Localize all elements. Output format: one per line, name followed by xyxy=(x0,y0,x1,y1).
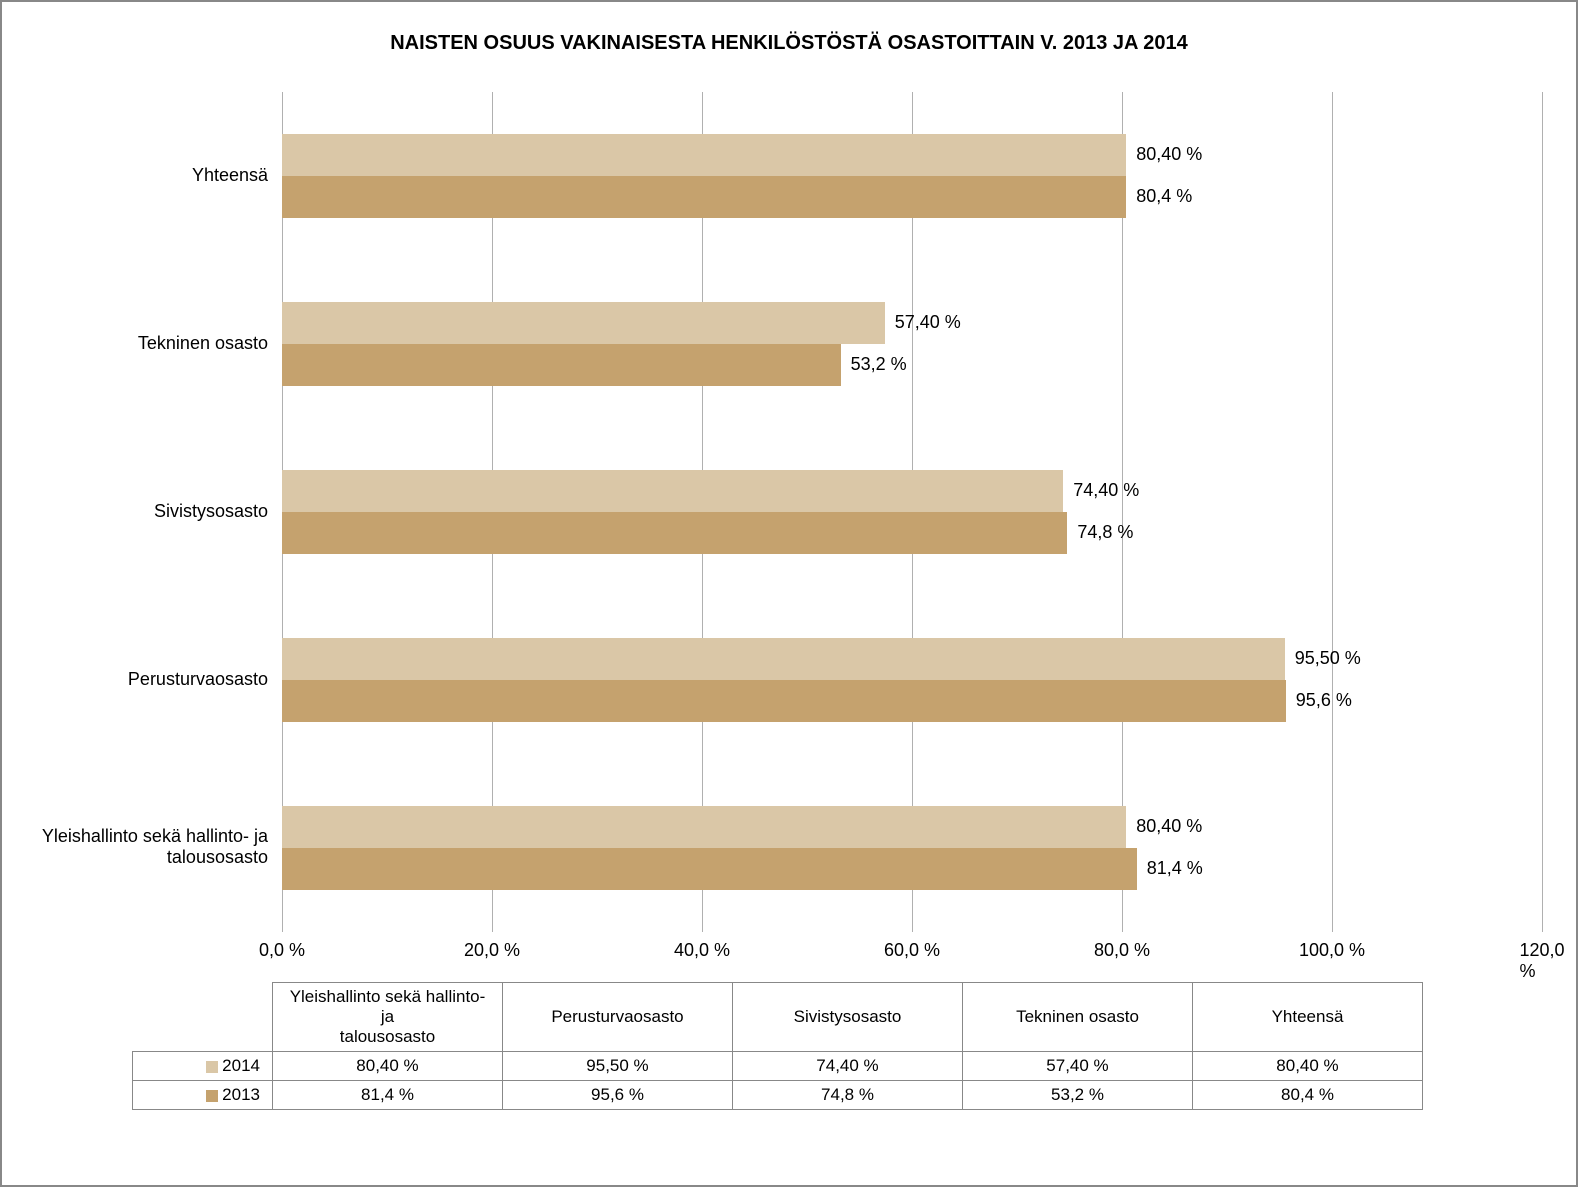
bar xyxy=(282,806,1126,848)
table-cell: 95,50 % xyxy=(503,1052,733,1081)
gridline xyxy=(1332,92,1333,932)
category-label: Tekninen osasto xyxy=(8,333,268,354)
x-tick-label: 20,0 % xyxy=(464,940,520,961)
table-col-header: Yleishallinto sekä hallinto- jatalousosa… xyxy=(273,983,503,1052)
table-cell: 80,40 % xyxy=(1193,1052,1423,1081)
chart-title: NAISTEN OSUUS VAKINAISESTA HENKILÖSTÖSTÄ… xyxy=(2,2,1576,55)
category-label: Yleishallinto sekä hallinto- jatalousosa… xyxy=(8,826,268,868)
table-col-header: Tekninen osasto xyxy=(963,983,1193,1052)
x-tick-label: 60,0 % xyxy=(884,940,940,961)
bar-value-label: 80,4 % xyxy=(1136,186,1192,207)
category-label: Sivistysosasto xyxy=(8,501,268,522)
gridline xyxy=(1542,92,1543,932)
legend-swatch xyxy=(206,1061,218,1073)
x-tick-label: 100,0 % xyxy=(1299,940,1365,961)
plot-area: 80,40 % 80,4 % 57,40 % 53,2 % 74,40 % 74,8 % 9… xyxy=(282,92,1542,932)
bar xyxy=(282,680,1286,722)
table-col-header: Sivistysosasto xyxy=(733,983,963,1052)
bar-value-label: 74,8 % xyxy=(1077,522,1133,543)
x-tick-label: 0,0 % xyxy=(259,940,305,961)
bar-value-label: 57,40 % xyxy=(895,312,961,333)
bar xyxy=(282,344,841,386)
table-cell: 95,6 % xyxy=(503,1081,733,1110)
table-cell: 74,40 % xyxy=(733,1052,963,1081)
bar xyxy=(282,470,1063,512)
x-tick-label: 80,0 % xyxy=(1094,940,1150,961)
category-label: Perusturvaosasto xyxy=(8,669,268,690)
bar-value-label: 53,2 % xyxy=(851,354,907,375)
bar xyxy=(282,512,1067,554)
bar xyxy=(282,302,885,344)
bar-value-label: 81,4 % xyxy=(1147,858,1203,879)
bar xyxy=(282,134,1126,176)
bar-value-label: 80,40 % xyxy=(1136,144,1202,165)
bar-value-label: 95,6 % xyxy=(1296,690,1352,711)
legend-swatch xyxy=(206,1090,218,1102)
table-cell: 53,2 % xyxy=(963,1081,1193,1110)
table-col-header: Perusturvaosasto xyxy=(503,983,733,1052)
bar-value-label: 95,50 % xyxy=(1295,648,1361,669)
x-tick-label: 40,0 % xyxy=(674,940,730,961)
x-tick-label: 120,0 % xyxy=(1519,940,1564,982)
bar xyxy=(282,638,1285,680)
category-label: Yhteensä xyxy=(8,165,268,186)
data-table: Yleishallinto sekä hallinto- jatalousosa… xyxy=(132,982,1423,1110)
bar xyxy=(282,848,1137,890)
table-row-header: 2013 xyxy=(133,1081,273,1110)
table-corner-blank xyxy=(133,983,273,1052)
table-row-header: 2014 xyxy=(133,1052,273,1081)
table-cell: 81,4 % xyxy=(273,1081,503,1110)
table-cell: 80,40 % xyxy=(273,1052,503,1081)
table-cell: 80,4 % xyxy=(1193,1081,1423,1110)
bar-value-label: 74,40 % xyxy=(1073,480,1139,501)
table-cell: 57,40 % xyxy=(963,1052,1193,1081)
bar xyxy=(282,176,1126,218)
bar-value-label: 80,40 % xyxy=(1136,816,1202,837)
table-col-header: Yhteensä xyxy=(1193,983,1423,1052)
table-cell: 74,8 % xyxy=(733,1081,963,1110)
chart-frame: NAISTEN OSUUS VAKINAISESTA HENKILÖSTÖSTÄ… xyxy=(0,0,1578,1187)
